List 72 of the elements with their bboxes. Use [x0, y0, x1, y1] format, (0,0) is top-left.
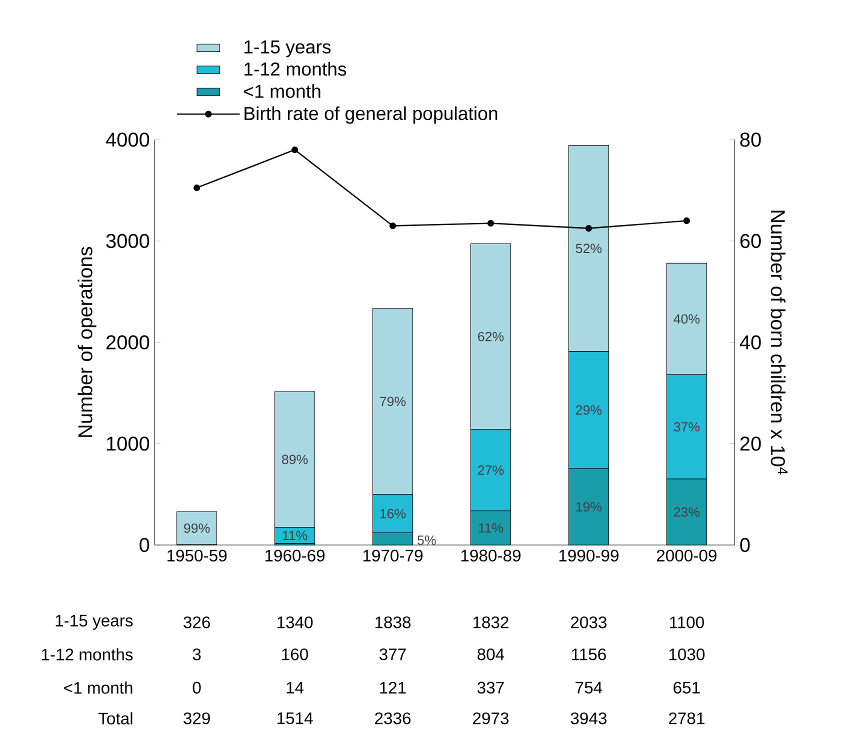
point: [193, 184, 200, 192]
point: [487, 220, 494, 227]
text: 3943: [570, 712, 606, 724]
data-label: 160: [282, 648, 308, 660]
annotation: 29%: [576, 405, 602, 415]
x-tick-label: 2000-09: [656, 550, 716, 562]
annotation: 62%: [478, 332, 504, 342]
y2-tick-label: 20: [740, 436, 761, 451]
text: 1-15 years: [56, 614, 133, 630]
y2-tick-label: 80: [740, 132, 761, 147]
legend-label: <1 month: [244, 84, 320, 98]
text: Total: [98, 712, 132, 724]
annotation: 99%: [184, 523, 210, 533]
y-tick-label: 2000: [106, 335, 150, 350]
x-tick-label: 1970-79: [363, 550, 423, 562]
annotation: 11%: [282, 530, 308, 540]
data-label: 0: [192, 682, 201, 694]
data-label: 14: [286, 682, 304, 694]
y2-tick-label: 60: [740, 234, 761, 248]
legend-label: Birth rate of general population: [244, 106, 498, 124]
text: 2781: [668, 712, 704, 724]
x-tick-label: 1980-89: [461, 550, 521, 562]
annotation: 5%: [418, 536, 436, 545]
legend-label: 1-12 months: [244, 62, 346, 76]
point: [389, 222, 396, 230]
data-label: 1100: [670, 616, 704, 628]
annotation: 11%: [478, 523, 504, 533]
text: 1514: [278, 712, 313, 724]
data-label: 1156: [572, 648, 606, 660]
x-tick-label: 1960-69: [265, 550, 325, 562]
text: 2973: [473, 712, 509, 724]
y-tick-label: 0: [140, 538, 150, 552]
y-tick-label: 1000: [106, 436, 150, 451]
y2-tick-label: 0: [740, 538, 750, 552]
bar: [176, 511, 218, 545]
x-tick-label: 1990-99: [559, 550, 618, 562]
text: <1 month: [64, 682, 132, 694]
data-label: 377: [379, 648, 406, 660]
annotation: 79%: [380, 396, 406, 406]
y-axis-title: Number of operations: [78, 246, 96, 437]
data-label: 754: [576, 682, 602, 694]
data-label: 1832: [473, 616, 508, 628]
x-tick-label: 1950-59: [167, 550, 227, 562]
annotation: 37%: [674, 422, 700, 432]
legend-label: 1-15 years: [244, 40, 331, 58]
text: 2336: [375, 712, 411, 724]
annotation: 52%: [576, 244, 602, 254]
text: 329: [184, 712, 210, 724]
data-label: 1838: [375, 616, 411, 628]
y-tick-label: 4000: [106, 132, 150, 147]
data-label: 1030: [669, 648, 705, 660]
annotation: 19%: [576, 502, 602, 512]
data-label: 326: [184, 616, 210, 628]
data-label: 804: [478, 648, 504, 660]
data-label: 337: [477, 682, 504, 694]
y2-tick-label: 40: [740, 335, 761, 350]
data-label: 651: [674, 682, 700, 694]
point: [585, 225, 592, 232]
data-label: 2033: [570, 616, 606, 628]
point: [683, 217, 690, 224]
annotation: 23%: [674, 507, 700, 517]
data-label: 121: [380, 682, 406, 694]
annotation: 27%: [478, 465, 504, 475]
data-label: 3: [192, 648, 201, 660]
annotation: 40%: [674, 314, 700, 324]
y-tick-label: 3000: [106, 234, 150, 248]
annotation: 16%: [380, 508, 406, 518]
point: [291, 146, 298, 154]
annotation: 89%: [282, 454, 308, 464]
text: 1-12 months: [42, 648, 133, 660]
data-label: 1340: [278, 616, 313, 628]
y2-axis-title: Number of born children x 10$^{4}$: [770, 210, 788, 474]
